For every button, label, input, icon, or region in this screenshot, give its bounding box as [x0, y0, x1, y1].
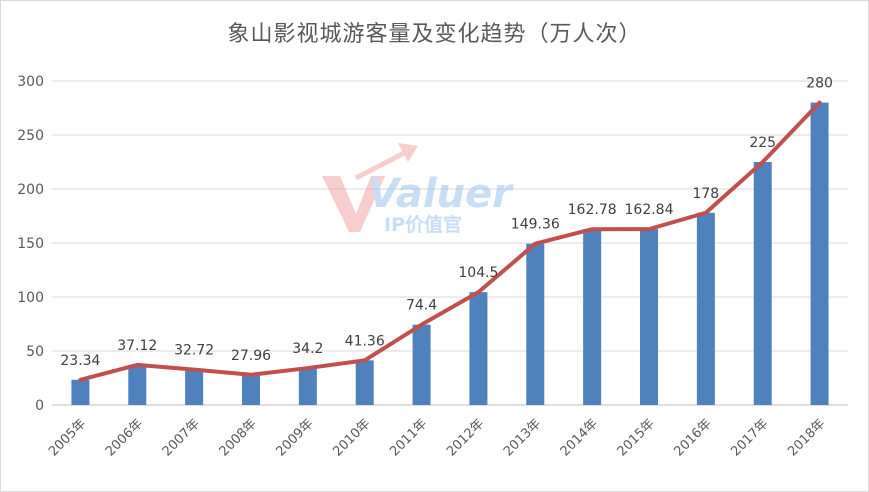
bar	[753, 162, 772, 405]
bar	[696, 212, 715, 405]
x-tick-label: 2005年	[46, 416, 89, 459]
bar	[810, 102, 829, 405]
bar	[242, 374, 260, 405]
bar	[298, 368, 317, 405]
y-tick-label: 150	[17, 236, 44, 252]
bar	[469, 292, 488, 405]
data-label: 41.36	[345, 333, 385, 349]
bar	[185, 369, 204, 405]
y-tick-label: 50	[26, 344, 44, 360]
data-label: 225	[749, 135, 776, 151]
data-label: 23.34	[60, 353, 100, 369]
x-tick-label: 2012年	[444, 416, 487, 459]
gridlines	[52, 80, 848, 406]
data-label: 162.78	[568, 202, 617, 218]
data-label: 37.12	[117, 338, 157, 354]
x-tick-label: 2018年	[785, 416, 828, 459]
watermark-v-shape	[322, 176, 385, 232]
bar	[71, 379, 90, 405]
data-labels: 23.34 37.12 32.72 27.96 34.2 41.36 74.4 104.5 14…	[60, 76, 833, 369]
watermark-arrow-head	[398, 143, 418, 162]
y-tick-label: 200	[17, 182, 44, 198]
y-tick-label: 0	[35, 398, 44, 414]
bar	[412, 324, 431, 405]
data-label: 162.84	[625, 202, 674, 218]
x-tick-label: 2015年	[615, 416, 658, 459]
x-tick-label: 2017年	[728, 416, 771, 459]
line-series	[78, 100, 822, 382]
data-label: 27.96	[231, 348, 271, 364]
x-tick-label: 2009年	[273, 416, 316, 459]
chart-title: 象山影视城游客量及变化趋势（万人次）	[227, 22, 642, 47]
x-tick-label: 2007年	[160, 416, 203, 459]
y-tick-label: 250	[17, 128, 44, 144]
data-label: 32.72	[174, 343, 214, 359]
watermark-logo: Valuer IP价值官	[322, 143, 514, 236]
x-tick-label: 2010年	[330, 416, 373, 459]
trend-line	[78, 100, 822, 382]
data-label: 34.2	[292, 341, 323, 357]
y-tick-label: 300	[17, 74, 44, 90]
bar	[526, 243, 545, 405]
bar	[640, 229, 658, 405]
x-tick-label: 2016年	[671, 416, 714, 459]
bar	[128, 364, 147, 405]
bar-series	[71, 102, 829, 405]
watermark-logo-text: Valuer	[368, 171, 514, 217]
bar	[355, 360, 374, 405]
data-label: 149.36	[511, 217, 560, 233]
x-tick-label: 2014年	[558, 416, 601, 459]
y-axis-ticks: 0 50 100 150 200 250 300	[17, 74, 44, 414]
x-tick-label: 2013年	[501, 416, 544, 459]
y-tick-label: 100	[17, 290, 44, 306]
x-tick-label: 2008年	[217, 416, 260, 459]
bar	[583, 229, 602, 405]
watermark-arrow-shaft	[354, 149, 408, 181]
data-label: 280	[806, 76, 833, 92]
data-label: 178	[692, 186, 719, 202]
x-axis-ticks: 2005年 2006年 2007年 2008年 2009年 2010年 2011年 2012年…	[46, 416, 828, 459]
watermark-sub-text: IP价值官	[384, 213, 462, 236]
x-tick-label: 2011年	[387, 416, 430, 459]
x-tick-label: 2006年	[103, 416, 146, 459]
data-label: 104.5	[458, 265, 498, 281]
data-label: 74.4	[406, 298, 437, 314]
